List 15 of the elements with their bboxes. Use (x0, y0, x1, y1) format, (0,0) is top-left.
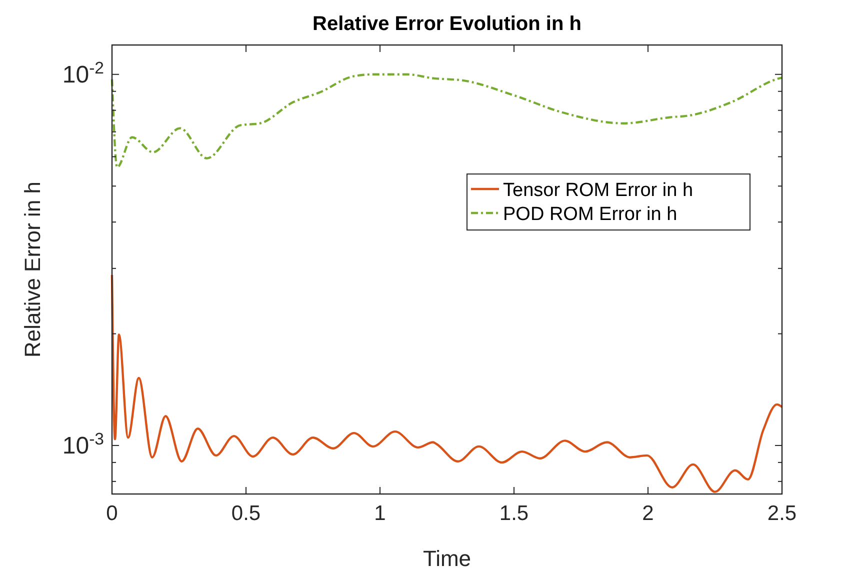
x-tick-label: 1 (374, 502, 386, 525)
y-axis-title: Relative Error in h (20, 181, 45, 358)
chart-title: Relative Error Evolution in h (312, 13, 582, 35)
y-tick-label: 10$^{-3}$ (62, 428, 104, 460)
x-tick-label: 0.5 (231, 502, 261, 525)
line-series (110, 274, 784, 493)
line-series (110, 73, 784, 168)
x-tick-label: 0 (106, 502, 118, 525)
y-tick-label: 10$^{-2}$ (62, 58, 104, 88)
x-tick-label: 2 (642, 502, 654, 525)
x-tick-label: 1.5 (499, 502, 529, 525)
x-axis-title: Time (422, 546, 472, 571)
x-tick-label: 2.5 (767, 502, 797, 525)
legend-label: Tensor ROM Error in h (503, 180, 694, 201)
legend-label: POD ROM Error in h (503, 204, 678, 225)
